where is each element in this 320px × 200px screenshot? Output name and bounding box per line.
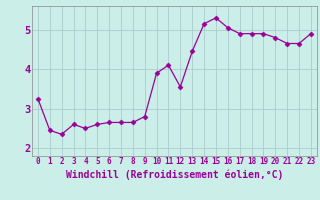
X-axis label: Windchill (Refroidissement éolien,°C): Windchill (Refroidissement éolien,°C) <box>66 169 283 180</box>
